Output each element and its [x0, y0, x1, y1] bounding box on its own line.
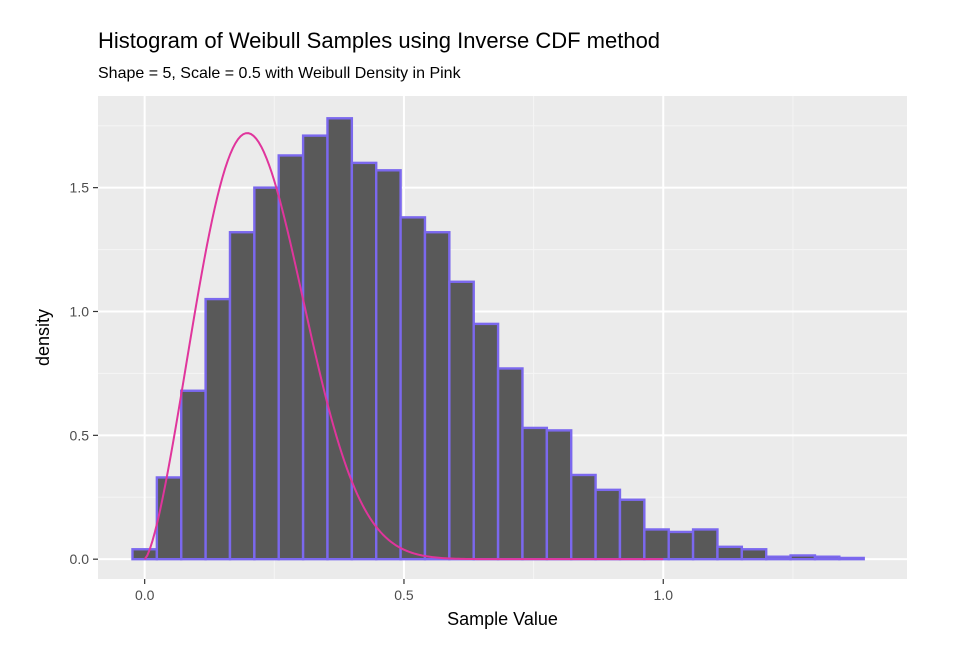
- histogram-bar: [350, 161, 378, 561]
- y-tick-label: 0.5: [70, 427, 90, 443]
- histogram-bar: [789, 554, 817, 561]
- density-curve: [143, 132, 664, 561]
- histogram-bar: [813, 555, 841, 561]
- chart-title: Histogram of Weibull Samples using Inver…: [98, 28, 661, 53]
- y-tick-label: 0.0: [70, 551, 90, 567]
- histogram-bar: [594, 488, 622, 561]
- histogram-bar: [716, 545, 744, 561]
- histogram-bar: [204, 297, 232, 561]
- x-tick-label: 0.0: [135, 587, 155, 603]
- histogram-bar: [448, 280, 475, 561]
- histogram-bar: [765, 555, 792, 561]
- histogram-bar: [228, 231, 256, 561]
- histogram-bar: [691, 528, 719, 561]
- x-axis-title: Sample Value: [447, 609, 558, 629]
- axes: 0.0 0.5 1.0 1.5 0.0 0.5 1.0 Sample Value density: [33, 180, 673, 629]
- histogram-bar: [521, 426, 549, 561]
- histogram-bar: [545, 429, 573, 561]
- histogram-bar: [667, 530, 695, 561]
- y-tick-label: 1.0: [70, 303, 90, 319]
- y-tick-label: 1.5: [70, 180, 90, 196]
- x-tick-label: 1.0: [654, 587, 674, 603]
- histogram-bar: [472, 322, 500, 561]
- histogram-bar: [277, 154, 305, 561]
- y-axis-title: density: [33, 309, 53, 366]
- histogram-bar: [618, 498, 646, 561]
- histogram-bar: [375, 169, 402, 561]
- histogram-bars: [131, 117, 865, 561]
- histogram-bar: [326, 117, 354, 561]
- histogram-bar: [838, 556, 865, 561]
- x-tick-label: 0.5: [394, 587, 414, 603]
- histogram-bar: [496, 367, 524, 561]
- histogram-bar: [740, 548, 768, 561]
- histogram-bar: [253, 186, 280, 561]
- histogram-bar: [301, 134, 329, 561]
- histogram-bar: [155, 476, 183, 561]
- histogram-bar: [570, 473, 597, 561]
- histogram-bar: [399, 216, 427, 561]
- density-curve-layer: [143, 132, 664, 561]
- chart-subtitle: Shape = 5, Scale = 0.5 with Weibull Dens…: [98, 65, 461, 82]
- histogram-bar: [643, 528, 670, 561]
- histogram-bar: [180, 389, 207, 561]
- histogram-bar: [423, 231, 451, 561]
